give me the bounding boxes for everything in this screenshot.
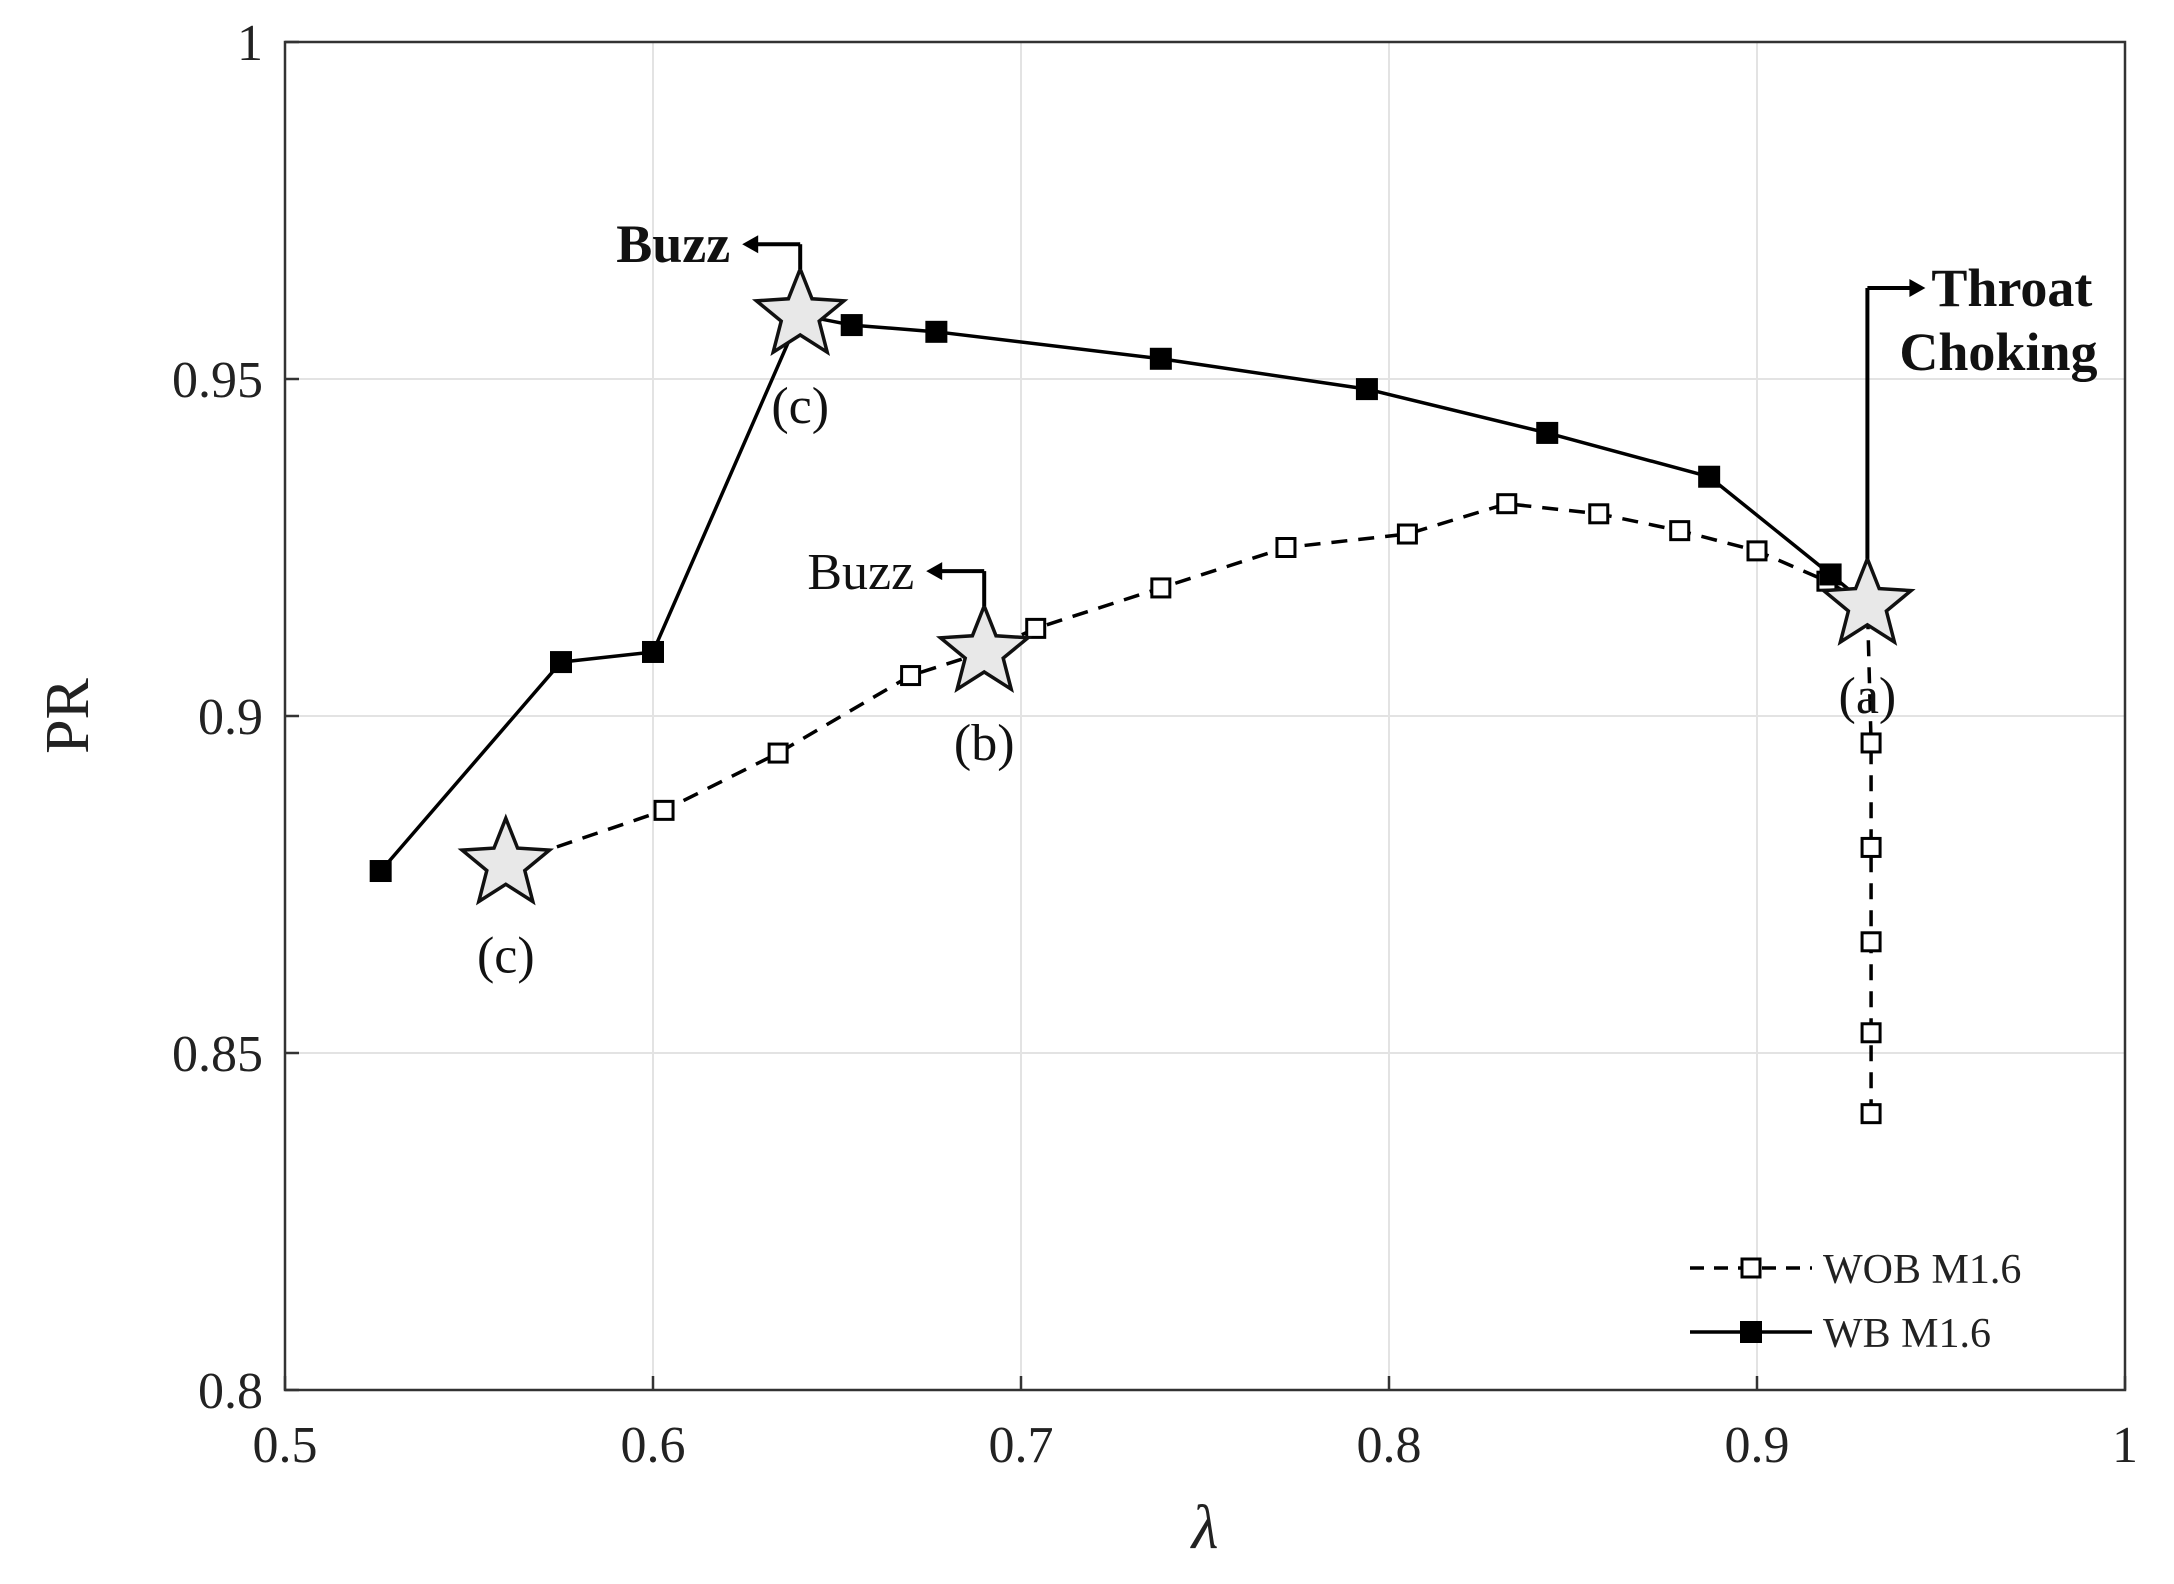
data-point-wob [1496, 493, 1518, 515]
data-point-wob [1746, 540, 1768, 562]
annotation-label-line2: Choking [1899, 322, 2097, 382]
legend-label-wb: WB M1.6 [1823, 1311, 1991, 1357]
axis-ticks: 0.5 0.6 0.7 0.8 0.9 1 0.8 0.85 0.9 0.95 1 [172, 15, 2138, 1474]
arrow-head-icon [1909, 279, 1926, 298]
legend: WOB M1.6 WB M1.6 [1690, 1247, 2021, 1357]
y-tick-label: 1 [237, 15, 263, 72]
data-point-wb [1536, 421, 1559, 444]
annotation-label: Buzz [616, 214, 730, 274]
x-tick-label: 0.9 [1725, 1417, 1790, 1474]
y-axis-title: PR [34, 677, 102, 753]
highlight-layer: (a) (b) (c) (c) [457, 264, 1916, 984]
data-point-wb [1698, 465, 1721, 488]
x-tick-label: 0.6 [621, 1417, 686, 1474]
y-tick-label: 0.8 [198, 1363, 263, 1420]
y-tick-label: 0.9 [198, 689, 263, 746]
highlight-star-icon [457, 813, 555, 906]
data-point-wob [1588, 503, 1610, 525]
data-point-wob [1860, 1022, 1882, 1044]
arrow-head-icon [926, 562, 943, 581]
data-point-wob [1860, 836, 1882, 858]
arrow-head-icon [742, 235, 759, 254]
data-point-wb [1355, 378, 1378, 401]
data-point-wob [1025, 617, 1047, 639]
data-point-wob [1860, 732, 1882, 754]
data-point-wb [840, 314, 863, 337]
data-point-wb [369, 860, 392, 883]
data-point-wb [642, 640, 664, 663]
data-point-wob [767, 742, 789, 764]
legend-item-wob: WOB M1.6 [1690, 1247, 2021, 1293]
data-point-wob [1860, 1103, 1882, 1125]
x-tick-label: 0.5 [253, 1417, 318, 1474]
legend-marker-wob [1740, 1257, 1762, 1279]
annotation-label: Throat [1931, 258, 2092, 318]
legend-item-wb: WB M1.6 [1690, 1311, 1991, 1357]
highlight-star-icon [935, 601, 1033, 694]
y-tick-label: 0.85 [172, 1026, 263, 1083]
data-point-wb [1149, 347, 1172, 370]
data-point-wob [1275, 537, 1297, 558]
x-axis-title: λ [1190, 1494, 1219, 1562]
highlight-star-icon [751, 264, 849, 357]
x-tick-label: 0.8 [1357, 1417, 1422, 1474]
series-layer [369, 303, 1882, 1125]
data-point-wob [653, 799, 675, 821]
data-point-wob [900, 665, 922, 687]
data-point-wob [1669, 520, 1691, 542]
data-point-wob [1860, 931, 1882, 953]
series-line-1 [379, 313, 1869, 873]
annotation-label: Buzz [807, 544, 914, 601]
legend-label-wob: WOB M1.6 [1823, 1247, 2021, 1293]
data-point-wb [1819, 563, 1842, 586]
y-tick-label: 0.95 [172, 352, 263, 409]
x-tick-label: 0.7 [989, 1417, 1054, 1474]
highlight-label: (a) [1839, 668, 1897, 725]
highlight-label: (c) [477, 927, 535, 984]
data-point-wb [550, 651, 572, 674]
highlight-label: (b) [954, 715, 1015, 772]
series-line-0 [505, 501, 1873, 1114]
x-tick-label: 1 [2112, 1417, 2138, 1474]
data-point-wb [925, 320, 948, 343]
highlight-star-icon [1819, 554, 1916, 646]
data-point-wob [1396, 523, 1418, 545]
data-point-wob [1150, 577, 1172, 599]
legend-marker-wb [1740, 1321, 1762, 1343]
highlight-label: (c) [771, 378, 829, 435]
